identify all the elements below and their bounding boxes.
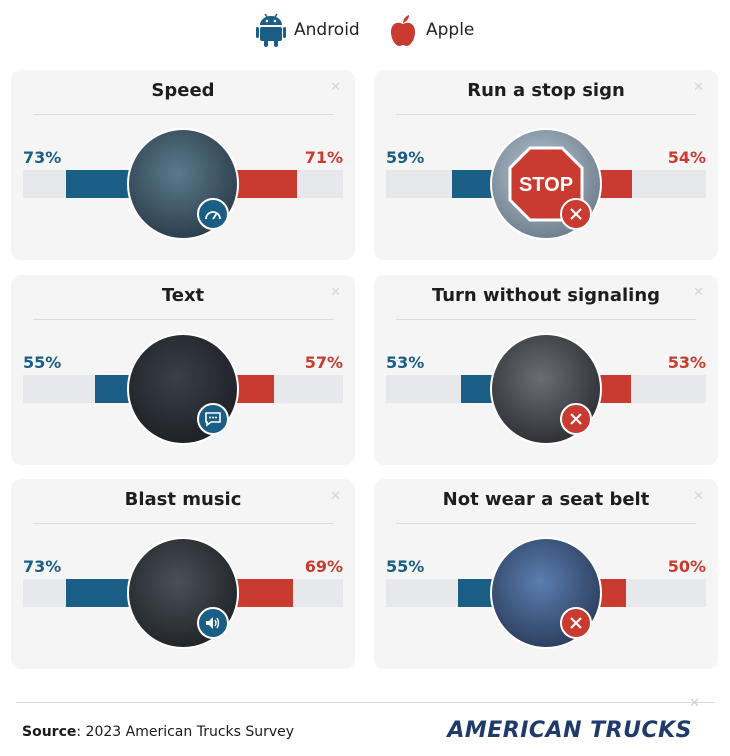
category-label: Text bbox=[161, 285, 205, 306]
svg-text:STOP: STOP bbox=[519, 174, 573, 196]
source-note: Source: 2023 American Trucks Survey bbox=[22, 724, 294, 740]
chart-card: Text ✕ 55% 57% bbox=[11, 275, 355, 465]
chart-card: Blast music ✕ 73% 69% bbox=[11, 479, 355, 669]
card-divider bbox=[33, 319, 333, 320]
close-icon: ✕ bbox=[689, 696, 700, 711]
card-divider bbox=[396, 523, 696, 524]
speaker-icon bbox=[197, 607, 229, 639]
close-icon: ✕ bbox=[330, 489, 341, 504]
category-label: Blast music bbox=[124, 489, 242, 510]
category-label: Run a stop sign bbox=[467, 80, 625, 101]
close-icon bbox=[560, 403, 592, 435]
chart-card: Speed ✕ 73% 71% bbox=[11, 70, 355, 260]
data-label-android: 73% bbox=[23, 148, 62, 167]
data-label-android: 73% bbox=[23, 557, 62, 576]
category-label: Speed bbox=[151, 80, 215, 101]
legend-item-apple: Apple bbox=[388, 10, 474, 50]
brand-logo: AMERICAN TRUCKS bbox=[447, 718, 692, 743]
data-label-apple: 57% bbox=[304, 353, 343, 372]
footer-divider bbox=[16, 702, 714, 703]
close-icon bbox=[560, 198, 592, 230]
close-icon: ✕ bbox=[693, 285, 704, 300]
data-label-apple: 53% bbox=[667, 353, 706, 372]
data-label-android: 59% bbox=[386, 148, 425, 167]
legend-label-android: Android bbox=[294, 20, 360, 40]
category-label: Turn without signaling bbox=[431, 285, 661, 306]
data-label-apple: 71% bbox=[304, 148, 343, 167]
chart-card: Turn without signaling ✕ 53% 53% bbox=[374, 275, 718, 465]
apple-icon bbox=[391, 15, 415, 46]
card-divider bbox=[33, 114, 333, 115]
close-icon: ✕ bbox=[693, 80, 704, 95]
data-label-apple: 69% bbox=[304, 557, 343, 576]
android-icon bbox=[256, 13, 286, 47]
data-label-apple: 54% bbox=[667, 148, 706, 167]
close-icon: ✕ bbox=[693, 489, 704, 504]
source-text: : 2023 American Trucks Survey bbox=[76, 724, 295, 740]
data-label-android: 55% bbox=[386, 557, 425, 576]
speedometer-icon bbox=[197, 198, 229, 230]
card-divider bbox=[396, 319, 696, 320]
data-label-android: 55% bbox=[23, 353, 62, 372]
category-label: Not wear a seat belt bbox=[442, 489, 650, 510]
source-label: Source bbox=[22, 724, 77, 740]
close-icon bbox=[560, 607, 592, 639]
legend: Android Apple bbox=[0, 10, 730, 50]
legend-item-android: Android bbox=[256, 10, 360, 50]
close-icon: ✕ bbox=[330, 285, 341, 300]
chat-bubble-icon bbox=[197, 403, 229, 435]
legend-label-apple: Apple bbox=[426, 20, 475, 40]
chart-card: Run a stop sign ✕ 59% 54% STOP bbox=[374, 70, 718, 260]
close-icon: ✕ bbox=[330, 80, 341, 95]
chart-card: Not wear a seat belt ✕ 55% 50% bbox=[374, 479, 718, 669]
card-divider bbox=[33, 523, 333, 524]
data-label-apple: 50% bbox=[667, 557, 706, 576]
card-divider bbox=[396, 114, 696, 115]
data-label-android: 53% bbox=[386, 353, 425, 372]
